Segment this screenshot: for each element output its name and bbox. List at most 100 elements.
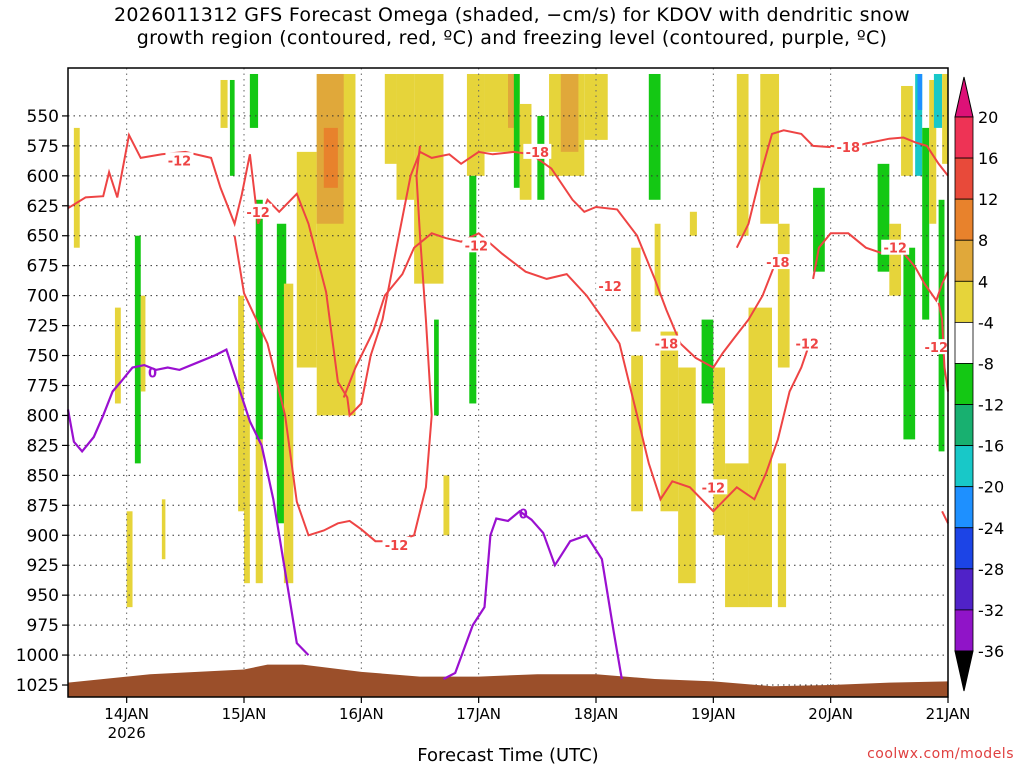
dgz-minus18-line-0 xyxy=(735,129,831,249)
contour-label-6: -18 xyxy=(655,338,679,353)
contour-label-2: -12 xyxy=(385,539,409,554)
title-line-1: 2026011312 GFS Forecast Omega (shaded, −… xyxy=(114,4,910,26)
contour-label-11: -12 xyxy=(883,242,907,257)
colorbar-bin-11 xyxy=(954,568,974,611)
colorbar-bin-8 xyxy=(954,445,974,488)
colorbar: 20 16 12 8 4 -4 -8 -12 -16 -20 -24 -28 -32 -36 xyxy=(954,76,1004,692)
contour-label-bg-7 xyxy=(699,479,728,495)
omega-patch-43 xyxy=(713,367,726,536)
y-tick-label-600: 600 xyxy=(27,167,59,187)
omega-patch-55 xyxy=(915,73,923,176)
terrain xyxy=(68,664,948,697)
colorbar-bottom-arrow xyxy=(954,650,974,692)
omega-patch-26 xyxy=(469,175,477,404)
omega-patch-59 xyxy=(933,73,943,128)
freezing-level-line-0 xyxy=(66,348,310,656)
contour-label-bg-3 xyxy=(462,237,491,253)
chart-title: 2026011312 GFS Forecast Omega (shaded, −… xyxy=(0,4,1024,50)
contour-label-8: -18 xyxy=(766,256,790,271)
colorbar-bin-7 xyxy=(954,404,974,447)
y-tick-label-800: 800 xyxy=(27,406,59,426)
omega-patch-38 xyxy=(631,355,643,512)
omega-patch-44 xyxy=(725,463,749,608)
colorbar-label-11: -28 xyxy=(978,560,1004,579)
omega-patch-29 xyxy=(513,73,520,188)
plot-frame xyxy=(67,67,949,698)
freezing-level-label-0: 0 xyxy=(148,366,157,381)
colorbar-label-3: 8 xyxy=(978,231,988,250)
omega-patch-51 xyxy=(877,163,890,272)
contour-label-bg-12 xyxy=(922,339,951,355)
contour-label-bg-10 xyxy=(834,139,863,155)
colorbar-bin-12 xyxy=(954,609,974,652)
omega-patch-28 xyxy=(508,73,517,128)
freezing-level-contours xyxy=(66,348,623,680)
y-tick-label-775: 775 xyxy=(27,376,59,396)
x-tick-label-19JAN: 19JAN xyxy=(691,705,736,723)
omega-patch-56 xyxy=(917,73,923,110)
contour-label-12: -12 xyxy=(925,341,949,356)
omega-patch-24 xyxy=(434,319,439,416)
omega-patch-46 xyxy=(760,73,780,224)
contour-label-bg-5 xyxy=(596,278,625,294)
y-axis: 550 575 600 625 650 675 700 725 750 775 800 825 850 8… xyxy=(16,107,68,696)
omega-patch-23 xyxy=(443,475,450,536)
colorbar-label-6: -8 xyxy=(978,354,994,373)
y-tick-label-675: 675 xyxy=(27,257,59,277)
y-tick-label-550: 550 xyxy=(27,107,59,127)
omega-patch-19 xyxy=(343,175,356,392)
colorbar-label-5: -4 xyxy=(978,313,994,332)
omega-shading xyxy=(73,73,948,608)
y-tick-label-850: 850 xyxy=(27,466,59,486)
colorbar-bin-3 xyxy=(954,239,974,282)
colorbar-bin-2 xyxy=(954,198,974,241)
terrain-fill xyxy=(68,664,948,697)
freezing-level-label-1: 0 xyxy=(519,508,528,523)
colorbar-label-8: -16 xyxy=(978,437,1004,456)
y-tick-label-1000: 1000 xyxy=(16,646,59,666)
colorbar-top-arrow xyxy=(954,76,974,118)
omega-patch-54 xyxy=(903,247,916,440)
y-tick-label-875: 875 xyxy=(27,496,59,516)
omega-patch-12 xyxy=(255,439,263,584)
dgz-minus12-line-6 xyxy=(941,510,949,524)
omega-patch-13 xyxy=(276,223,287,524)
colorbar-label-12: -32 xyxy=(978,601,1004,620)
y-tick-label-625: 625 xyxy=(27,197,59,217)
contour-label-bg-8 xyxy=(763,254,792,270)
x-tick-label-20JAN: 20JAN xyxy=(808,705,853,723)
contour-label-10: -18 xyxy=(837,141,861,156)
y-tick-label-825: 825 xyxy=(27,436,59,456)
y-tick-label-750: 750 xyxy=(27,347,59,367)
omega-patch-4 xyxy=(140,295,146,392)
freezing-level-line-1 xyxy=(442,509,623,680)
dgz-minus12-line-2 xyxy=(233,145,433,543)
x-tick-label-21JAN: 21JAN xyxy=(926,705,971,723)
y-tick-label-700: 700 xyxy=(27,287,59,307)
omega-patch-47 xyxy=(748,307,772,608)
omega-patch-50 xyxy=(813,187,825,272)
colorbar-bin-0 xyxy=(954,116,974,159)
omega-patch-49 xyxy=(777,463,787,608)
contour-label-1: -12 xyxy=(246,206,270,221)
contour-label-bg-11 xyxy=(881,239,910,255)
contour-label-3: -12 xyxy=(465,239,489,254)
contour-label-5: -12 xyxy=(598,280,622,295)
y-tick-label-900: 900 xyxy=(27,526,59,546)
colorbar-bin-10 xyxy=(954,527,974,570)
x-tick-label-15JAN: 15JAN xyxy=(222,705,267,723)
omega-patch-45 xyxy=(736,73,749,236)
omega-patch-6 xyxy=(220,79,228,128)
omega-patch-22 xyxy=(414,73,444,284)
omega-patch-37 xyxy=(654,223,661,296)
omega-patch-41 xyxy=(689,211,697,236)
omega-patch-3 xyxy=(134,235,141,464)
omega-patch-39 xyxy=(660,331,679,512)
colorbar-label-10: -24 xyxy=(978,519,1004,538)
omega-patch-14 xyxy=(283,283,294,584)
omega-patch-0 xyxy=(73,127,80,248)
x-tick-label-18JAN: 18JAN xyxy=(574,705,619,723)
omega-patch-9 xyxy=(244,415,250,584)
credit-link[interactable]: coolwx.com/models xyxy=(867,746,1014,762)
